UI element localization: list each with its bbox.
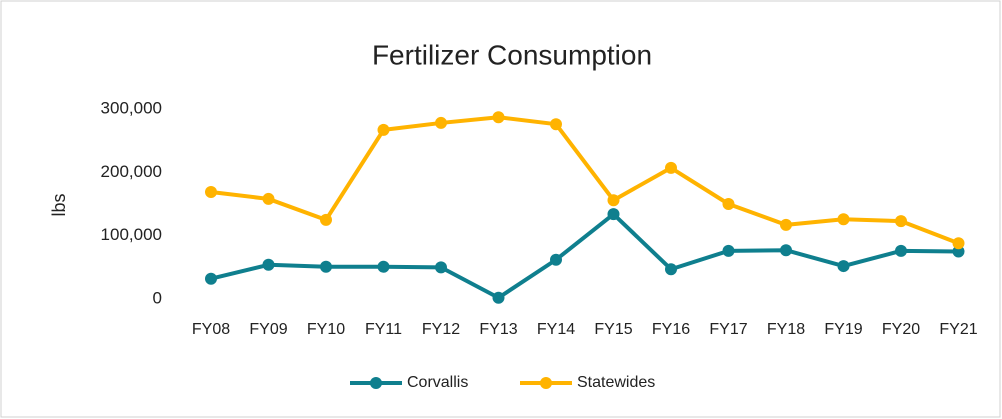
data-point xyxy=(952,245,965,258)
legend-marker xyxy=(370,377,382,389)
x-tick-label: FY09 xyxy=(249,321,287,338)
data-point xyxy=(320,260,332,273)
legend-marker xyxy=(540,377,552,389)
x-tick-label: FY18 xyxy=(767,321,805,338)
data-point xyxy=(665,161,677,174)
x-tick-label: FY16 xyxy=(652,321,690,338)
data-point xyxy=(435,116,447,129)
data-point xyxy=(895,215,907,228)
data-point xyxy=(320,213,332,226)
x-tick-label: FY11 xyxy=(365,321,402,338)
data-point xyxy=(665,263,677,276)
data-point xyxy=(492,291,505,304)
data-point xyxy=(377,260,390,273)
chart-title: Fertilizer Consumption xyxy=(372,39,652,70)
series-line xyxy=(210,115,960,246)
data-point xyxy=(262,192,275,205)
data-point xyxy=(722,198,735,210)
data-point xyxy=(205,272,217,285)
data-point xyxy=(837,213,850,226)
x-tick-label: FY08 xyxy=(192,321,230,338)
data-point xyxy=(435,261,447,274)
y-tick-label: 300,000 xyxy=(101,98,162,117)
data-point xyxy=(780,218,792,231)
y-tick-label: 0 xyxy=(153,288,162,307)
data-point xyxy=(550,118,562,131)
legend-label: Statewides xyxy=(577,374,655,391)
data-point xyxy=(262,258,275,271)
data-point xyxy=(492,111,505,124)
data-point xyxy=(837,260,850,273)
x-tick-label: FY13 xyxy=(479,321,517,338)
data-point xyxy=(895,244,907,257)
x-tick-label: FY17 xyxy=(709,321,747,338)
x-tick-label: FY10 xyxy=(307,321,345,338)
data-point xyxy=(205,185,217,198)
x-tick-label: FY19 xyxy=(824,321,862,338)
x-tick-label: FY12 xyxy=(422,321,460,338)
data-point xyxy=(952,237,965,250)
data-point xyxy=(780,244,792,257)
y-axis-label: lbs xyxy=(49,193,69,216)
x-tick-label: FY14 xyxy=(537,321,575,338)
y-tick-label: 100,000 xyxy=(101,225,162,244)
data-point xyxy=(377,123,390,136)
x-tick-label: FY15 xyxy=(594,321,632,338)
legend-label: Corvallis xyxy=(407,374,468,391)
y-tick-label: 200,000 xyxy=(101,162,162,181)
data-point xyxy=(722,244,735,257)
data-point xyxy=(607,208,620,221)
x-tick-label: FY21 xyxy=(939,321,977,338)
series-line xyxy=(210,212,959,300)
data-point xyxy=(550,253,562,266)
data-point xyxy=(607,194,620,207)
x-tick-label: FY20 xyxy=(882,321,920,338)
